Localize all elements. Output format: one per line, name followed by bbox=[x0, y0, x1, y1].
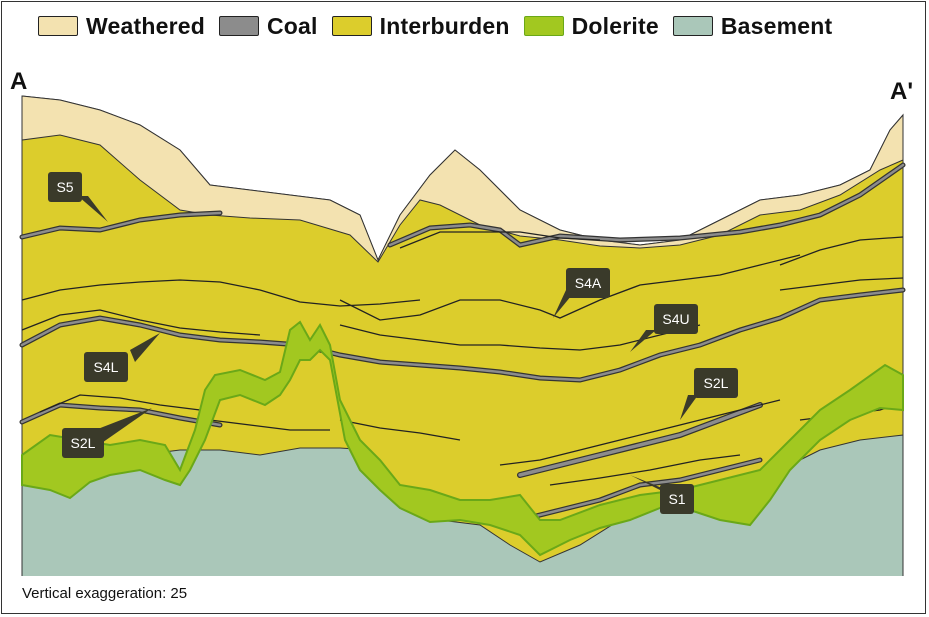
coal-seam-s2l-right-fill bbox=[518, 403, 762, 477]
legend-swatch-coal bbox=[218, 16, 259, 36]
section-end-label: A' bbox=[890, 78, 914, 105]
legend-item-dolerite: Dolerite bbox=[523, 12, 659, 40]
strata-lines bbox=[21, 231, 904, 486]
legend-swatch-basement bbox=[672, 16, 713, 36]
coal-seam-upper-right-fill bbox=[388, 163, 905, 247]
seam-tag-s2l-left: S2L bbox=[62, 428, 104, 458]
legend-swatch-weathered bbox=[38, 16, 78, 36]
coal-seam-s4l-fill bbox=[20, 288, 905, 382]
section-start-label: A bbox=[10, 68, 28, 95]
legend-item-weathered: Weathered bbox=[38, 13, 205, 40]
legend-label-weathered: Weathered bbox=[86, 12, 205, 39]
legend-label-interburden: Interburden bbox=[379, 12, 510, 39]
seam-tag-s4l: S4L bbox=[84, 352, 128, 382]
coal-seam-s5-fill bbox=[20, 211, 222, 239]
legend-item-basement: Basement bbox=[672, 12, 833, 40]
legend-swatch-dolerite bbox=[523, 16, 564, 36]
seam-tag-s4u: S4U bbox=[654, 304, 698, 334]
legend-label-basement: Basement bbox=[720, 12, 833, 39]
legend: Weathered Coal Interburden Dolerite Base… bbox=[38, 10, 846, 42]
coal-seam-s2l-left-fill bbox=[20, 403, 222, 427]
seam-tag-s4a: S4A bbox=[566, 268, 610, 298]
seam-tag-s1: S1 bbox=[660, 484, 694, 514]
legend-item-coal: Coal bbox=[218, 12, 318, 40]
seam-tag-s2l-right: S2L bbox=[694, 368, 738, 398]
seam-tag-s5: S5 bbox=[48, 172, 82, 202]
legend-swatch-interburden bbox=[331, 16, 372, 36]
coal-seams bbox=[19, 162, 906, 523]
vertical-exaggeration-caption: Vertical exaggeration: 25 bbox=[22, 585, 188, 602]
legend-label-dolerite: Dolerite bbox=[571, 12, 659, 39]
basement-layer bbox=[22, 435, 903, 576]
legend-item-interburden: Interburden bbox=[331, 12, 510, 40]
legend-label-coal: Coal bbox=[266, 12, 318, 39]
